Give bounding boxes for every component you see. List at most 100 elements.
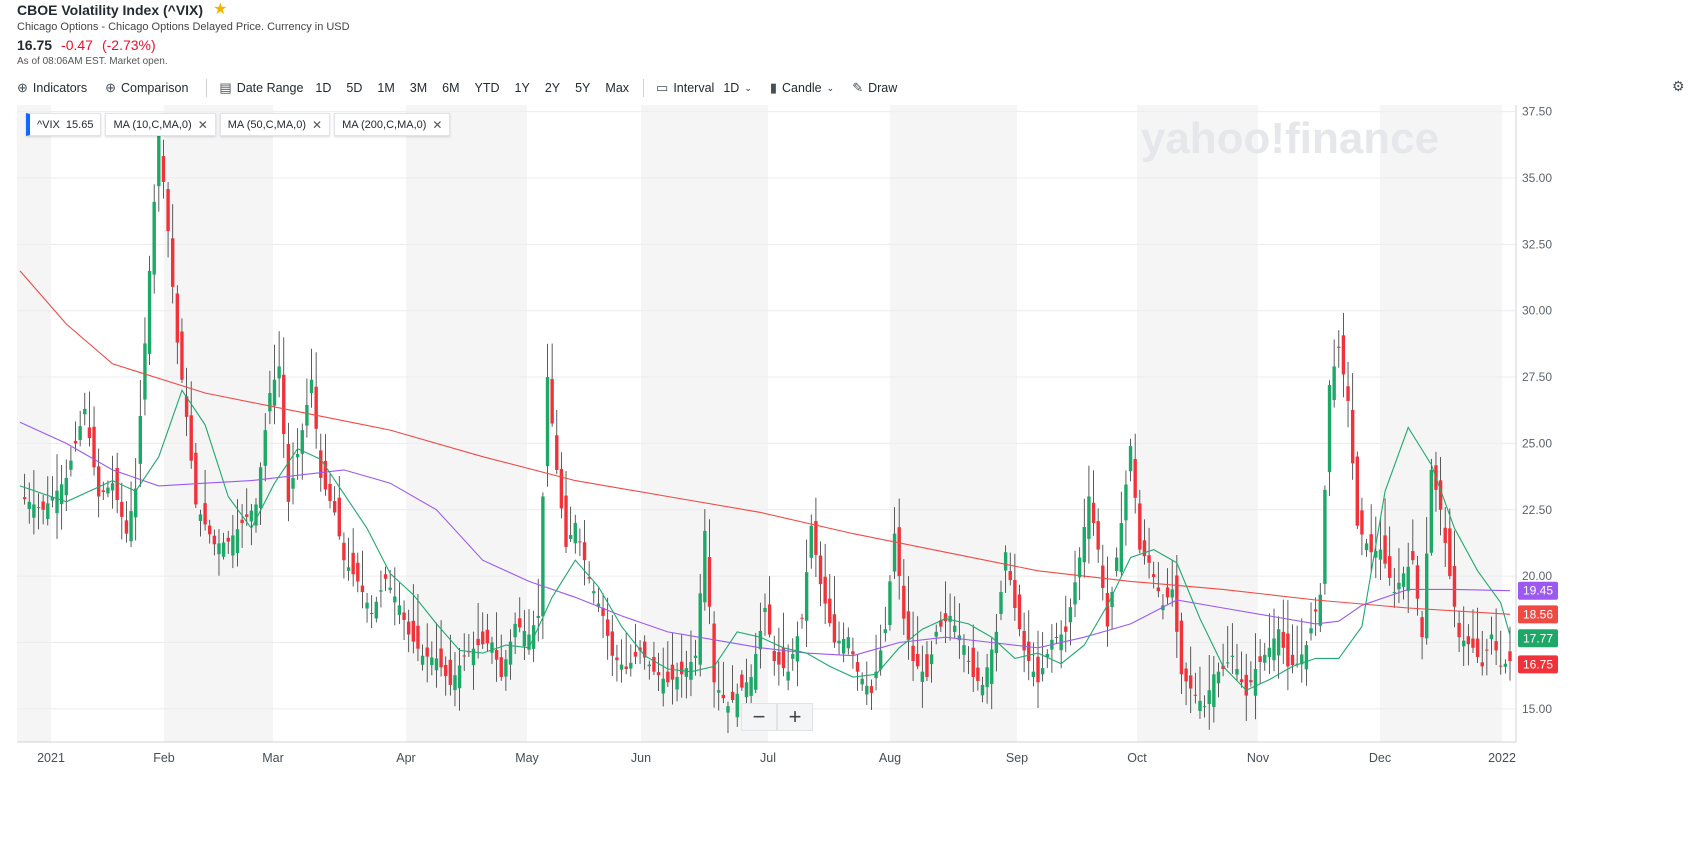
candle-down: [1101, 565, 1105, 589]
candle-up: [1332, 366, 1336, 400]
candle-down: [851, 651, 855, 655]
candle-up: [1304, 645, 1309, 670]
candle-up: [920, 671, 925, 682]
chart-type-dropdown[interactable]: ▮ Candle ⌄: [770, 80, 834, 96]
candle-up: [892, 533, 897, 572]
zoom-in-button[interactable]: +: [777, 703, 813, 731]
candle-down: [1008, 571, 1012, 581]
range-1y-button[interactable]: 1Y: [514, 81, 530, 95]
candle-down: [180, 331, 184, 380]
candle-up: [1128, 446, 1133, 472]
price-chart[interactable]: 15.0017.5020.0022.5025.0027.5030.0032.50…: [0, 100, 1689, 790]
candle-up: [841, 638, 846, 654]
legend-chip-ma10[interactable]: MA (10,C,MA,0) ✕: [105, 113, 216, 136]
month-band: [1380, 105, 1502, 742]
candle-down: [1448, 528, 1452, 577]
candle-up: [268, 392, 272, 412]
candle-down: [1313, 609, 1318, 612]
candle-down: [772, 650, 776, 662]
candle-down: [1249, 680, 1253, 683]
candle-up: [1212, 674, 1216, 707]
candle-up: [1119, 523, 1124, 573]
close-icon[interactable]: ✕: [432, 117, 443, 132]
candle-down: [897, 527, 901, 577]
range-5y-button[interactable]: 5Y: [575, 81, 591, 95]
star-icon[interactable]: ★: [213, 1, 228, 18]
range-1m-button[interactable]: 1M: [377, 81, 395, 95]
date-range-button[interactable]: ▤ Date Range: [219, 80, 303, 96]
interval-dropdown[interactable]: ▭ Interval 1D ⌄: [656, 80, 752, 96]
candle-down: [1438, 480, 1443, 510]
candle-down: [1471, 638, 1475, 648]
range-1d-button[interactable]: 1D: [315, 81, 332, 95]
candle-down: [1387, 556, 1392, 578]
candle-down: [208, 525, 212, 535]
candle-down: [902, 585, 906, 619]
candle-up: [698, 593, 702, 665]
candle-up: [1202, 706, 1207, 708]
candle-down: [1485, 649, 1489, 651]
x-tick-label: Apr: [396, 751, 415, 765]
candle-down: [767, 604, 772, 635]
range-5d-button[interactable]: 5D: [346, 81, 363, 95]
candle-up: [647, 664, 652, 667]
close-icon[interactable]: ✕: [312, 117, 323, 132]
chart-legend: ^VIX 15.65 MA (10,C,MA,0) ✕ MA (50,C,MA,…: [26, 113, 451, 136]
indicators-button[interactable]: ⊕ Indicators: [17, 80, 87, 96]
candle-down: [642, 641, 647, 658]
candle-up: [152, 201, 156, 275]
candle-up: [1230, 655, 1235, 657]
legend-chip-vix[interactable]: ^VIX 15.65: [26, 113, 102, 136]
comparison-button[interactable]: ⊕ Comparison: [105, 80, 188, 96]
candle-down: [1355, 456, 1359, 526]
candle-down: [328, 483, 332, 501]
candle-down: [481, 631, 485, 645]
range-6m-button[interactable]: 6M: [442, 81, 460, 95]
candle-down: [1221, 665, 1225, 670]
candle-up: [78, 426, 82, 440]
candle-down: [240, 519, 244, 524]
candle-up: [703, 530, 707, 603]
range-2y-button[interactable]: 2Y: [544, 81, 561, 95]
candle-up: [1031, 671, 1036, 678]
candle-up: [1295, 663, 1299, 665]
candle-up: [374, 601, 379, 619]
candle-up: [1003, 552, 1008, 571]
zoom-out-button[interactable]: −: [741, 703, 777, 731]
candle-up: [693, 655, 698, 658]
candle-up: [106, 487, 110, 494]
candle-down: [1452, 565, 1457, 607]
exchange-subtitle: Chicago Options - Chicago Options Delaye…: [17, 21, 350, 33]
candle-down: [1290, 654, 1295, 666]
range-ytd-button[interactable]: YTD: [474, 81, 500, 95]
y-tick-label: 22.50: [1522, 503, 1552, 517]
candle-down: [41, 501, 45, 510]
candle-down: [781, 647, 786, 669]
candle-up: [985, 667, 989, 687]
range-3m-button[interactable]: 3M: [409, 81, 428, 95]
range-max-button[interactable]: Max: [605, 81, 630, 95]
candle-up: [536, 615, 540, 618]
candle-up: [980, 684, 985, 696]
toolbar-divider: [206, 79, 208, 97]
candle-up: [1263, 654, 1267, 663]
candle-up: [749, 676, 753, 696]
candle-down: [499, 657, 503, 677]
candle-down: [439, 648, 443, 668]
legend-chip-ma50[interactable]: MA (50,C,MA,0) ✕: [219, 113, 331, 136]
candle-down: [518, 618, 522, 628]
candle-down: [832, 614, 837, 643]
x-tick-label: Jun: [631, 751, 651, 765]
candle-down: [1443, 527, 1447, 543]
legend-chip-ma200[interactable]: MA (200,C,MA,0) ✕: [334, 113, 451, 136]
draw-label: Draw: [868, 81, 898, 95]
candle-down: [448, 659, 453, 685]
x-tick-label: Sep: [1006, 751, 1028, 765]
close-icon[interactable]: ✕: [197, 117, 208, 132]
candle-up: [133, 488, 138, 518]
x-tick-label: 2022: [1488, 751, 1516, 765]
draw-button[interactable]: ✎ Draw: [852, 80, 897, 96]
gear-icon[interactable]: ⚙: [1672, 78, 1685, 94]
candle-up: [878, 650, 883, 670]
candle-up: [888, 581, 892, 626]
